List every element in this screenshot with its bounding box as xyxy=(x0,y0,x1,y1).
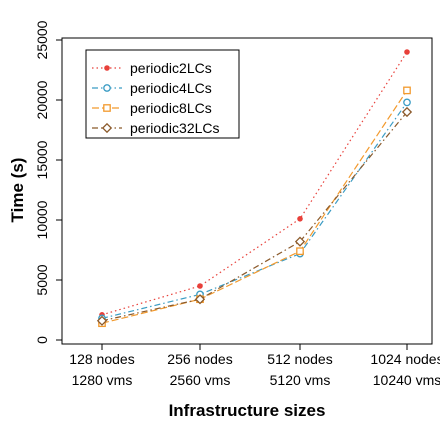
x-tick-label: 1024 nodes xyxy=(370,351,440,367)
x-axis: 128 nodes 1280 vms 256 nodes 2560 vms 512 no… xyxy=(69,344,440,388)
x-tick-label: 256 nodes xyxy=(167,351,232,367)
x-tick-label: 2560 vms xyxy=(170,372,231,388)
x-tick-label: 1280 vms xyxy=(72,372,133,388)
y-axis-title: Time (s) xyxy=(8,158,27,223)
x-axis-title: Infrastructure sizes xyxy=(169,401,326,420)
y-tick-label: 10000 xyxy=(34,200,50,239)
legend-label: periodic8LCs xyxy=(130,100,212,116)
legend-label: periodic4LCs xyxy=(130,80,212,96)
data-point xyxy=(197,283,203,289)
legend-box xyxy=(85,49,240,139)
series-line xyxy=(101,102,408,319)
x-tick-label: 128 nodes xyxy=(69,351,134,367)
legend-marker xyxy=(104,65,110,71)
y-tick-label: 0 xyxy=(34,336,50,344)
y-tick-label: 5000 xyxy=(34,264,50,295)
x-tick-label: 512 nodes xyxy=(267,351,332,367)
data-point xyxy=(194,294,206,305)
data-point xyxy=(404,49,410,55)
series-line xyxy=(101,111,408,322)
data-point xyxy=(297,216,303,222)
data-point xyxy=(96,315,108,326)
series-periodic32LCs xyxy=(96,106,413,326)
series-periodic2LCs xyxy=(99,49,410,318)
y-tick-label: 20000 xyxy=(34,80,50,119)
series-line xyxy=(101,90,408,324)
data-point xyxy=(294,236,306,247)
legend-label: periodic2LCs xyxy=(130,60,212,76)
y-tick-label: 15000 xyxy=(34,140,50,179)
data-point xyxy=(401,106,413,118)
series-group xyxy=(96,49,413,328)
x-tick-label: 5120 vms xyxy=(270,372,331,388)
y-axis: 0 5000 10000 15000 20000 25000 xyxy=(34,20,62,344)
y-tick-label: 25000 xyxy=(34,20,50,59)
series-line xyxy=(101,51,408,316)
legend-label: periodic32LCs xyxy=(130,120,220,136)
legend-marker xyxy=(103,104,111,112)
data-point xyxy=(403,86,411,95)
legend: periodic2LCs periodic4LCs periodic8LCs peri… xyxy=(85,49,240,139)
data-point xyxy=(403,98,411,107)
plot-frame xyxy=(61,37,433,345)
legend-marker xyxy=(103,84,111,92)
x-tick-label: 10240 vms xyxy=(373,372,440,388)
data-point xyxy=(296,247,304,256)
legend-marker xyxy=(101,122,113,134)
